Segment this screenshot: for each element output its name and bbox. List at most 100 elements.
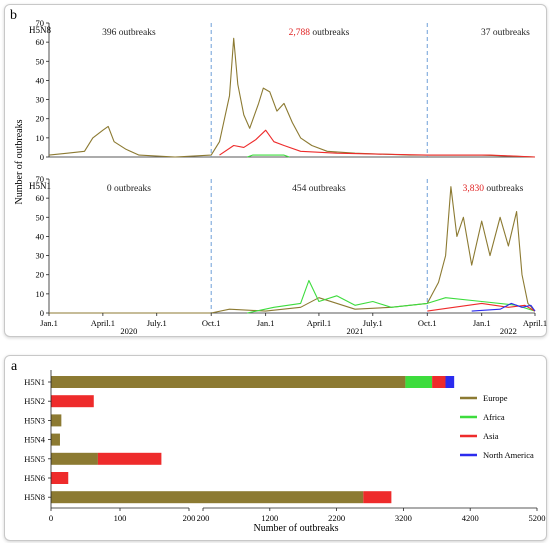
legend: Europe Africa Asia North America: [460, 393, 534, 460]
series-line-africa: [247, 154, 290, 158]
bar-segment-h5n8-europe: [51, 491, 189, 504]
series-line-europe: [49, 186, 536, 314]
category-label: H5N5: [24, 454, 45, 464]
bar-segment-h5n5-asia: [97, 452, 162, 465]
year-label: 2020: [120, 326, 137, 336]
year-label: 2022: [500, 326, 517, 336]
category-label: H5N8: [24, 492, 45, 502]
outbreak-count-suffix: outbreaks: [306, 184, 346, 194]
x-tick-label: Jan.1: [257, 318, 275, 328]
y-tick-label: 70: [36, 18, 45, 28]
x-tick-label: Oct.1: [418, 318, 437, 328]
x-tick-label: April.1: [307, 318, 331, 328]
outbreak-count-suffix: outbreaks: [490, 28, 530, 38]
y-tick-label: 0: [40, 308, 44, 318]
legend-label: North America: [483, 450, 534, 460]
x-tick-label: April.1: [91, 318, 115, 328]
bar-segment-h5n8-europe: [189, 491, 364, 504]
bar-segment-h5n3-europe: [51, 414, 62, 427]
x-tick-label: 4200: [462, 513, 479, 523]
x-tick-label: Jan.1: [473, 318, 491, 328]
x-tick-label: 0: [49, 513, 53, 523]
outbreak-count-number: 454: [292, 184, 307, 194]
bar-segment-h5n4-europe: [51, 433, 60, 446]
outbreak-timeline-panel: b Number of outbreaks 0 10 20 30 40 50 60 70 H5N…: [4, 4, 547, 337]
legend-label: Asia: [483, 431, 499, 441]
category-label: H5N2: [24, 396, 45, 406]
year-label: 2021: [347, 326, 364, 336]
bar-segment-h5n1-europe: [189, 376, 406, 388]
x-tick-label: 1200: [261, 513, 278, 523]
bar-segment-h5n6-asia: [51, 472, 69, 484]
y-tick-label: 40: [36, 231, 45, 241]
category-label: H5N4: [24, 435, 46, 445]
y-tick-label: 30: [36, 95, 45, 105]
bar-segment-h5n1-north-america: [445, 376, 455, 388]
outbreak-count-number: 0: [107, 184, 112, 194]
bar-segment-h5n2-asia: [51, 395, 94, 408]
y-tick-label: 60: [36, 193, 45, 203]
outbreak-count-suffix: outbreaks: [310, 28, 350, 38]
legend-label: Africa: [483, 412, 505, 422]
x-tick-label: 100: [114, 513, 127, 523]
y-tick-label: 20: [36, 114, 45, 124]
x-tick-label: July.1: [147, 318, 167, 328]
y-tick-label: 10: [36, 133, 45, 143]
outbreak-count-number: 2,788: [289, 28, 311, 38]
y-tick-label: 50: [36, 212, 45, 222]
x-tick-label: 200: [183, 513, 196, 523]
x-tick-label: 5200: [529, 513, 546, 523]
outbreak-count-annotation: 0 outbreaks: [107, 184, 151, 194]
outbreak-count-number: 396: [102, 28, 117, 38]
x-tick-label: April.1: [523, 318, 547, 328]
y-tick-label: 40: [36, 75, 45, 85]
outbreak-count-annotation: 3,830 outbreaks: [463, 184, 524, 194]
subplot-title: H5N8: [29, 25, 51, 35]
bar-segment-h5n8-asia: [363, 491, 392, 504]
outbreak-timeline-chart: b Number of outbreaks 010203040506070H5N…: [10, 8, 547, 336]
series-line-asia: [219, 129, 536, 158]
y-tick-label: 70: [36, 174, 45, 184]
outbreak-count-number: 37: [481, 28, 491, 38]
bar-segment-h5n1-africa: [405, 376, 433, 388]
legend-label: Europe: [483, 393, 508, 403]
x-tick-label: July.1: [363, 318, 383, 328]
outbreak-count-annotation: 454 outbreaks: [292, 184, 346, 194]
bar-segment-h5n1-europe: [51, 376, 189, 388]
series-line-north-america: [471, 302, 536, 312]
outbreak-count-annotation: 2,788 outbreaks: [289, 28, 350, 38]
x-tick-label: Jan.1: [40, 318, 58, 328]
outbreak-count-annotation: 37 outbreaks: [481, 28, 530, 38]
y-tick-label: 0: [40, 152, 44, 162]
outbreak-count-suffix: outbreaks: [112, 184, 152, 194]
y-tick-label: 30: [36, 251, 45, 261]
outbreak-subtype-chart: a Number of outbreaks H5N1 H5N2 H5N3 H5N4 H5…: [11, 359, 546, 534]
category-label: H5N6: [24, 473, 45, 483]
panel-label-b: b: [10, 8, 17, 23]
panel-label-a: a: [11, 359, 18, 374]
bars: [51, 376, 455, 504]
x-tick-label: 2200: [328, 513, 345, 523]
x-axis-label: Number of outbreaks: [254, 523, 339, 534]
y-tick-label: 60: [36, 37, 45, 47]
series-line-europe: [48, 37, 536, 158]
x-axis: Jan.1 April.1 July.1 Oct.1 Jan.1 April.1 July.…: [40, 313, 547, 336]
subplot-title: H5N1: [29, 181, 51, 191]
x-tick-label: Oct.1: [202, 318, 221, 328]
outbreak-count-number: 3,830: [463, 184, 485, 194]
bar-segment-h5n5-europe: [51, 452, 98, 465]
series-line-africa: [247, 279, 536, 314]
outbreak-subtype-panel: a Number of outbreaks H5N1 H5N2 H5N3 H5N4 H5…: [4, 355, 547, 541]
y-tick-label: 10: [36, 289, 45, 299]
x-tick-label: 200: [197, 513, 210, 523]
bar-segment-h5n1-asia: [432, 376, 446, 388]
category-label: H5N1: [24, 377, 45, 387]
y-tick-label: 50: [36, 56, 45, 66]
outbreak-count-suffix: outbreaks: [484, 184, 524, 194]
outbreak-count-annotation: 396 outbreaks: [102, 28, 156, 38]
y-tick-label: 20: [36, 270, 45, 280]
y-axis-label: Number of outbreaks: [14, 119, 25, 204]
category-label: H5N3: [24, 415, 45, 425]
